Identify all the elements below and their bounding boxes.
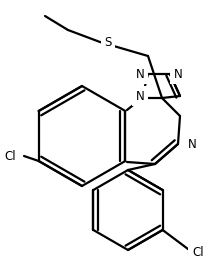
Text: N: N bbox=[188, 137, 196, 150]
Text: N: N bbox=[174, 68, 182, 81]
Text: N: N bbox=[136, 89, 144, 102]
Text: N: N bbox=[136, 68, 144, 81]
Text: S: S bbox=[104, 36, 112, 49]
Text: Cl: Cl bbox=[4, 150, 16, 163]
Text: Cl: Cl bbox=[192, 245, 204, 259]
